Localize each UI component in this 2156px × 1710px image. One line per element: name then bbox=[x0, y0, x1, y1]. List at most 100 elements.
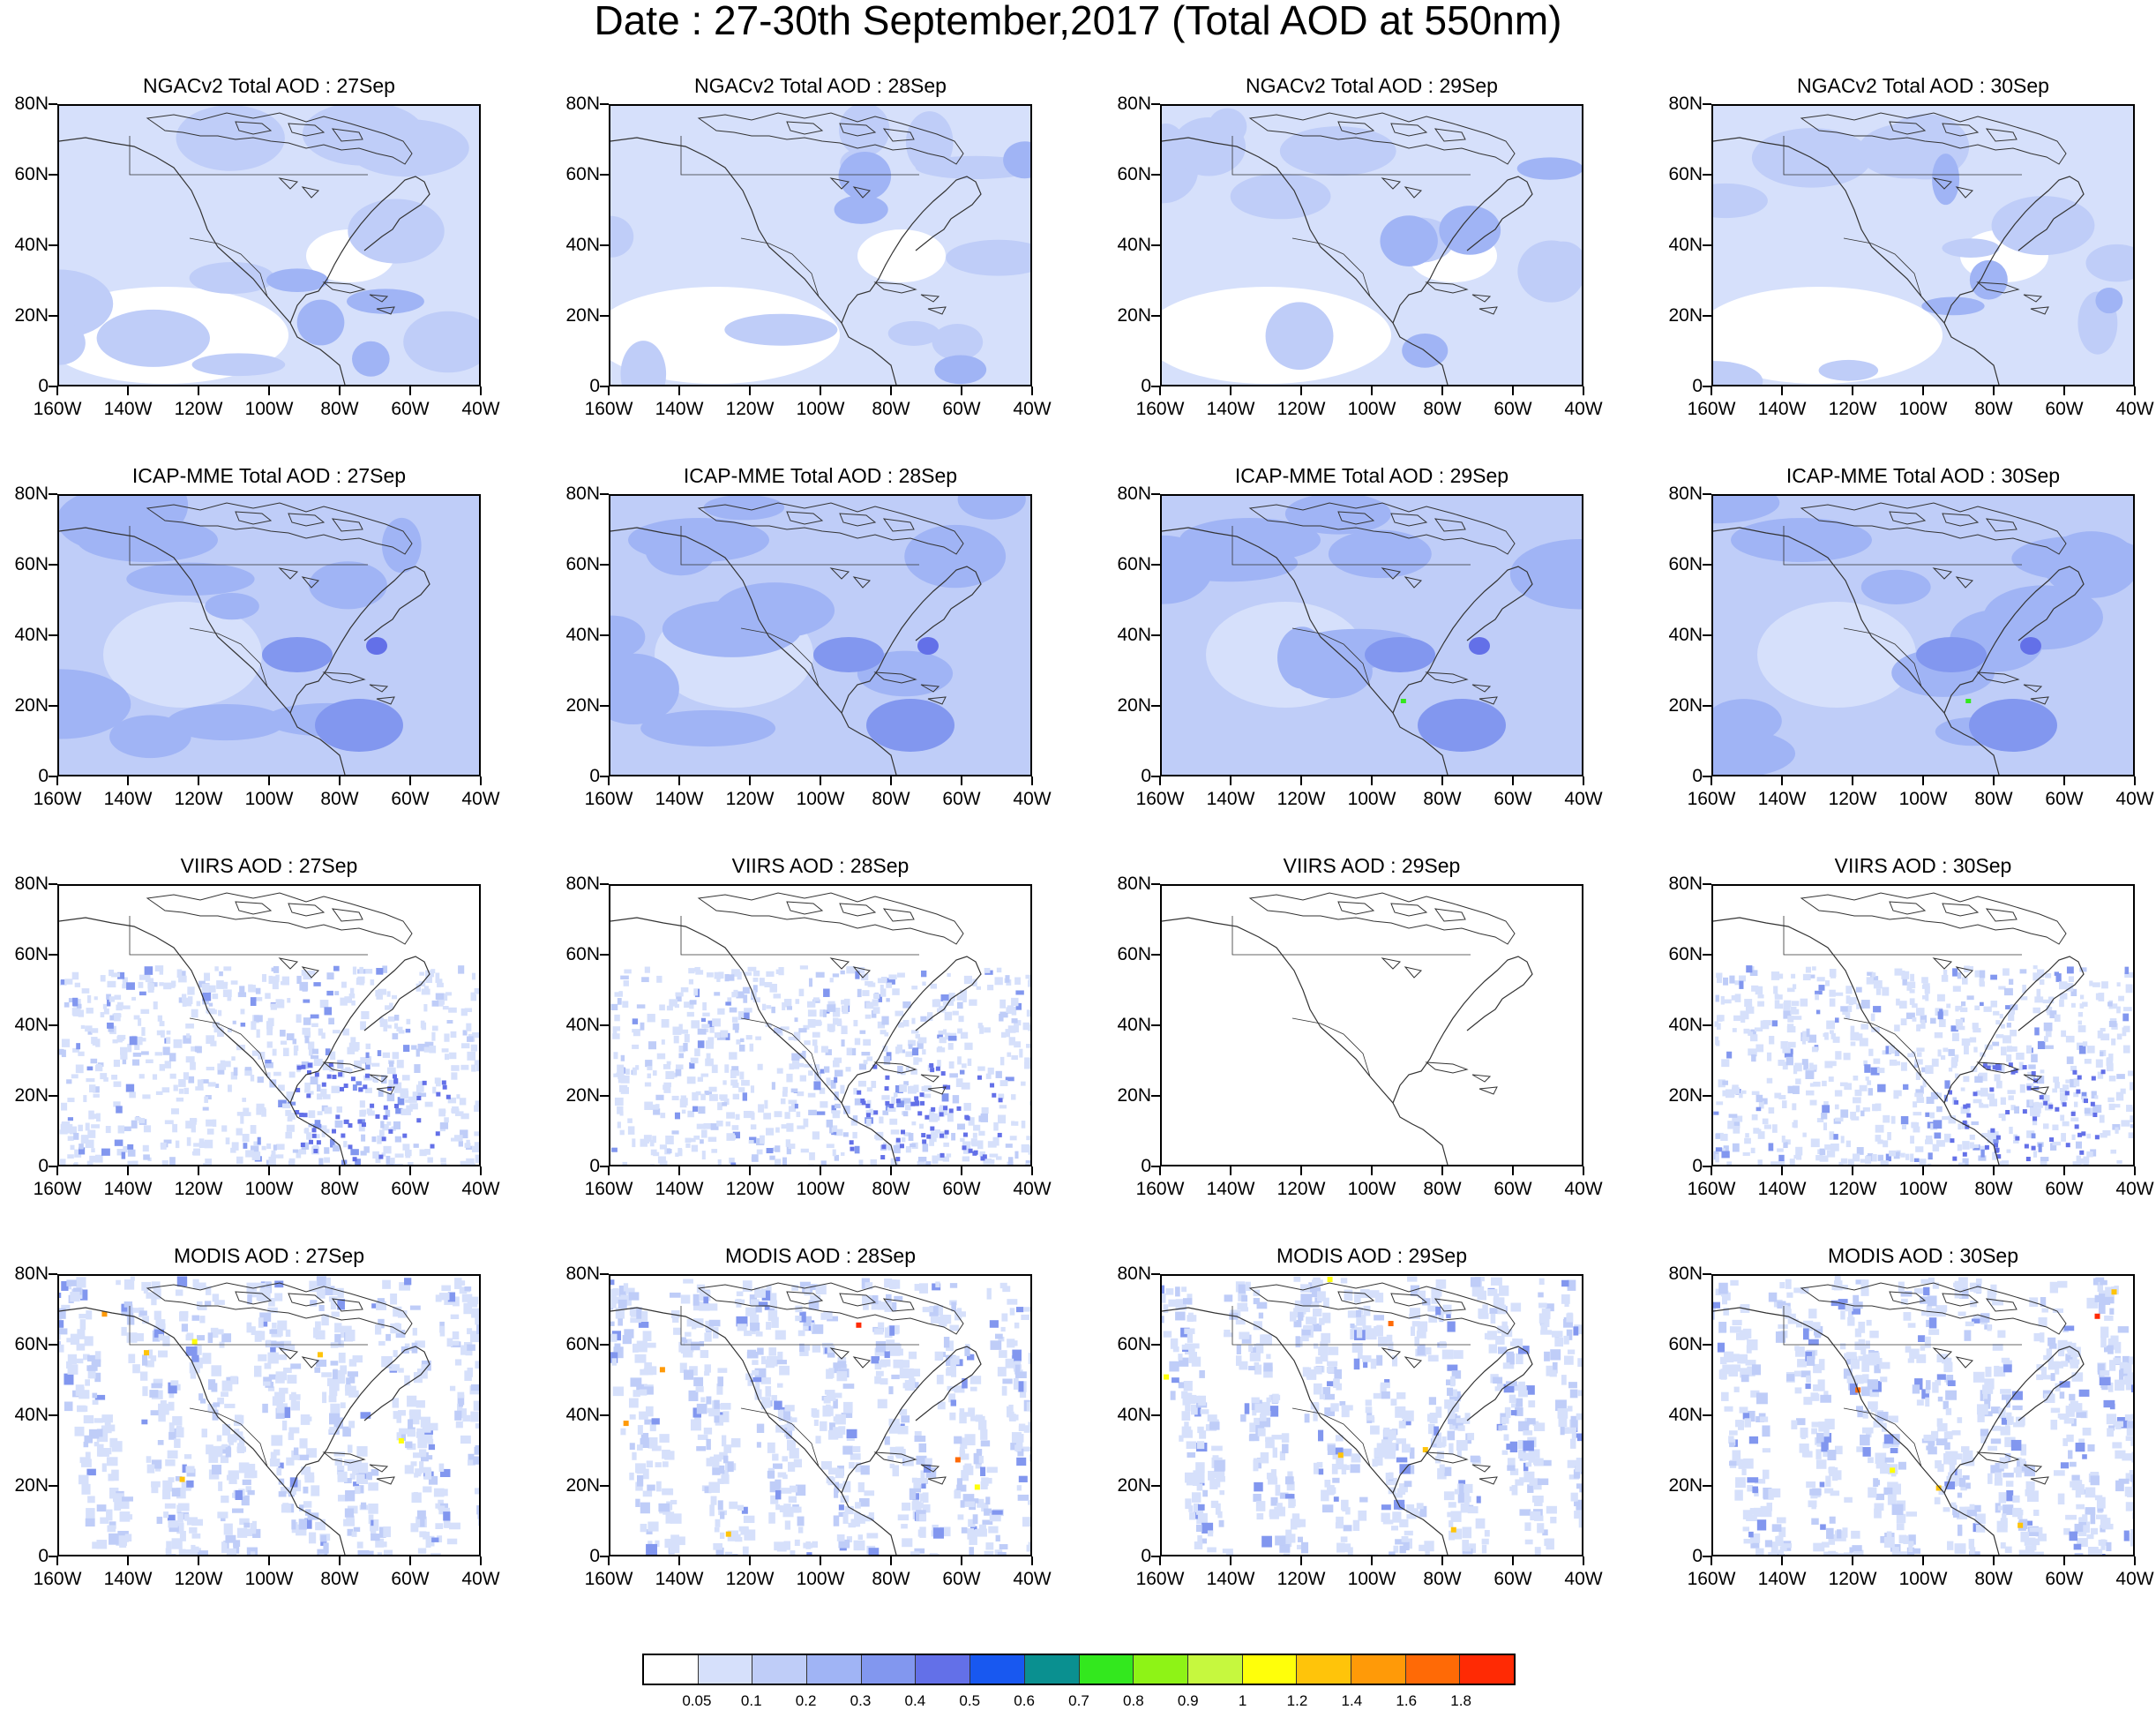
aod-patch bbox=[834, 195, 888, 224]
aod-pixel bbox=[943, 1337, 950, 1348]
aod-pixel bbox=[930, 1126, 935, 1131]
low-aod-region bbox=[610, 287, 840, 384]
aod-pixel bbox=[166, 1030, 171, 1035]
aod-patch bbox=[167, 703, 286, 741]
aod-pixel bbox=[1181, 1391, 1188, 1399]
aod-pixel bbox=[647, 1014, 655, 1023]
aod-pixel bbox=[1962, 1158, 1969, 1165]
arctic-islands bbox=[786, 1291, 915, 1312]
aod-pixel bbox=[418, 1081, 423, 1088]
aod-patch bbox=[1509, 538, 1582, 610]
aod-pixel bbox=[408, 1419, 414, 1430]
aod-pixel bbox=[395, 1107, 403, 1114]
latitude-tick bbox=[600, 493, 609, 495]
aod-pixel bbox=[1254, 1364, 1262, 1375]
arctic-islands bbox=[146, 1282, 413, 1335]
aod-pixel bbox=[779, 1365, 790, 1376]
aod-pixel bbox=[1323, 1393, 1335, 1400]
aod-pixel bbox=[158, 1333, 164, 1341]
aod-pixel bbox=[277, 1324, 283, 1337]
aod-pixel bbox=[449, 1522, 460, 1530]
aod-pixel bbox=[243, 1528, 255, 1537]
aod-pixel bbox=[826, 1119, 834, 1128]
aod-pixel bbox=[205, 1158, 212, 1165]
aod-pixel bbox=[328, 1017, 334, 1025]
aod-pixel bbox=[371, 1468, 379, 1476]
aod-pixel bbox=[324, 1147, 330, 1154]
aod-pixel bbox=[1950, 1025, 1958, 1032]
aod-pixel bbox=[1974, 970, 1980, 978]
aod-pixel bbox=[376, 968, 384, 975]
aod-pixel bbox=[922, 1504, 931, 1513]
aod-pixel bbox=[64, 1373, 74, 1385]
aod-pixel bbox=[1245, 1281, 1251, 1291]
aod-pixel bbox=[286, 1457, 295, 1466]
aod-pixel bbox=[368, 1504, 378, 1514]
aod-pixel bbox=[977, 1420, 987, 1430]
aod-pixel bbox=[2036, 1076, 2045, 1084]
country-border bbox=[129, 136, 368, 176]
latitude-label: 0 bbox=[1141, 376, 1151, 396]
aod-pixel bbox=[116, 1001, 124, 1008]
aod-pixel bbox=[1341, 1410, 1350, 1418]
aod-pixel bbox=[2071, 1134, 2076, 1140]
aod-pixel bbox=[739, 1071, 745, 1080]
aod-pixel bbox=[467, 1459, 476, 1466]
aod-pixel bbox=[275, 1376, 285, 1384]
aod-pixel bbox=[164, 1503, 176, 1509]
longitude-tick bbox=[2134, 1166, 2136, 1175]
aod-pixel bbox=[1300, 1284, 1311, 1293]
aod-pixel bbox=[314, 1367, 321, 1373]
aod-pixel bbox=[741, 1506, 748, 1514]
aod-pixel bbox=[1306, 1369, 1317, 1380]
aod-pixel bbox=[849, 1140, 854, 1145]
aod-pixel bbox=[1987, 1136, 1994, 1144]
aod-pixel bbox=[734, 1299, 745, 1304]
aod-pixel bbox=[459, 1280, 466, 1286]
aod-pixel bbox=[267, 1352, 279, 1364]
aod-pixel bbox=[1745, 1004, 1753, 1012]
longitude-label: 140W bbox=[103, 399, 153, 419]
aod-pixel bbox=[613, 1052, 618, 1060]
latitude-tick bbox=[1703, 174, 1711, 176]
aod-pixel bbox=[1183, 1380, 1193, 1391]
aod-pixel bbox=[724, 1064, 730, 1073]
aod-pixel bbox=[232, 1020, 236, 1024]
aod-pixel bbox=[1795, 1154, 1802, 1160]
aod-pixel bbox=[1962, 1151, 1967, 1157]
aod-pixel bbox=[795, 999, 800, 1004]
aod-pixel bbox=[281, 1103, 291, 1109]
aod-pixel bbox=[782, 1001, 786, 1010]
aod-pixel bbox=[244, 1464, 256, 1475]
aod-pixel bbox=[1341, 1468, 1347, 1475]
longitude-label: 120W bbox=[174, 1179, 223, 1199]
aod-pixel bbox=[2003, 1035, 2011, 1044]
aod-pixel bbox=[1254, 1417, 1264, 1429]
aod-pixel bbox=[999, 1282, 1007, 1289]
country-border bbox=[1783, 526, 2022, 566]
latitude-tick bbox=[600, 386, 609, 387]
aod-pixel bbox=[324, 1106, 333, 1114]
aod-pixel bbox=[719, 1094, 728, 1100]
aod-pixel bbox=[1256, 1301, 1268, 1309]
aod-pixel bbox=[1181, 1411, 1191, 1421]
aod-pixel bbox=[337, 1495, 348, 1502]
aod-pixel bbox=[1208, 1470, 1216, 1481]
aod-pixel bbox=[2092, 1105, 2102, 1114]
aod-pixel bbox=[1714, 1021, 1719, 1027]
aod-pixel bbox=[949, 1412, 956, 1421]
aod-pixel bbox=[1865, 1076, 1869, 1081]
aod-pixel bbox=[999, 1080, 1008, 1087]
aod-pixel bbox=[698, 1106, 706, 1114]
aod-pixel bbox=[255, 987, 261, 994]
aod-pixel bbox=[708, 1086, 717, 1092]
aod-pixel bbox=[714, 1415, 720, 1423]
aod-pixel bbox=[458, 1141, 463, 1147]
aod-pixel bbox=[1920, 1015, 1928, 1024]
aod-pixel bbox=[884, 1302, 893, 1312]
aod-pixel bbox=[747, 966, 757, 971]
coastline bbox=[1392, 956, 1533, 1104]
longitude-tick bbox=[409, 776, 411, 785]
aod-pixel bbox=[670, 1310, 680, 1318]
coastline bbox=[915, 998, 952, 1031]
